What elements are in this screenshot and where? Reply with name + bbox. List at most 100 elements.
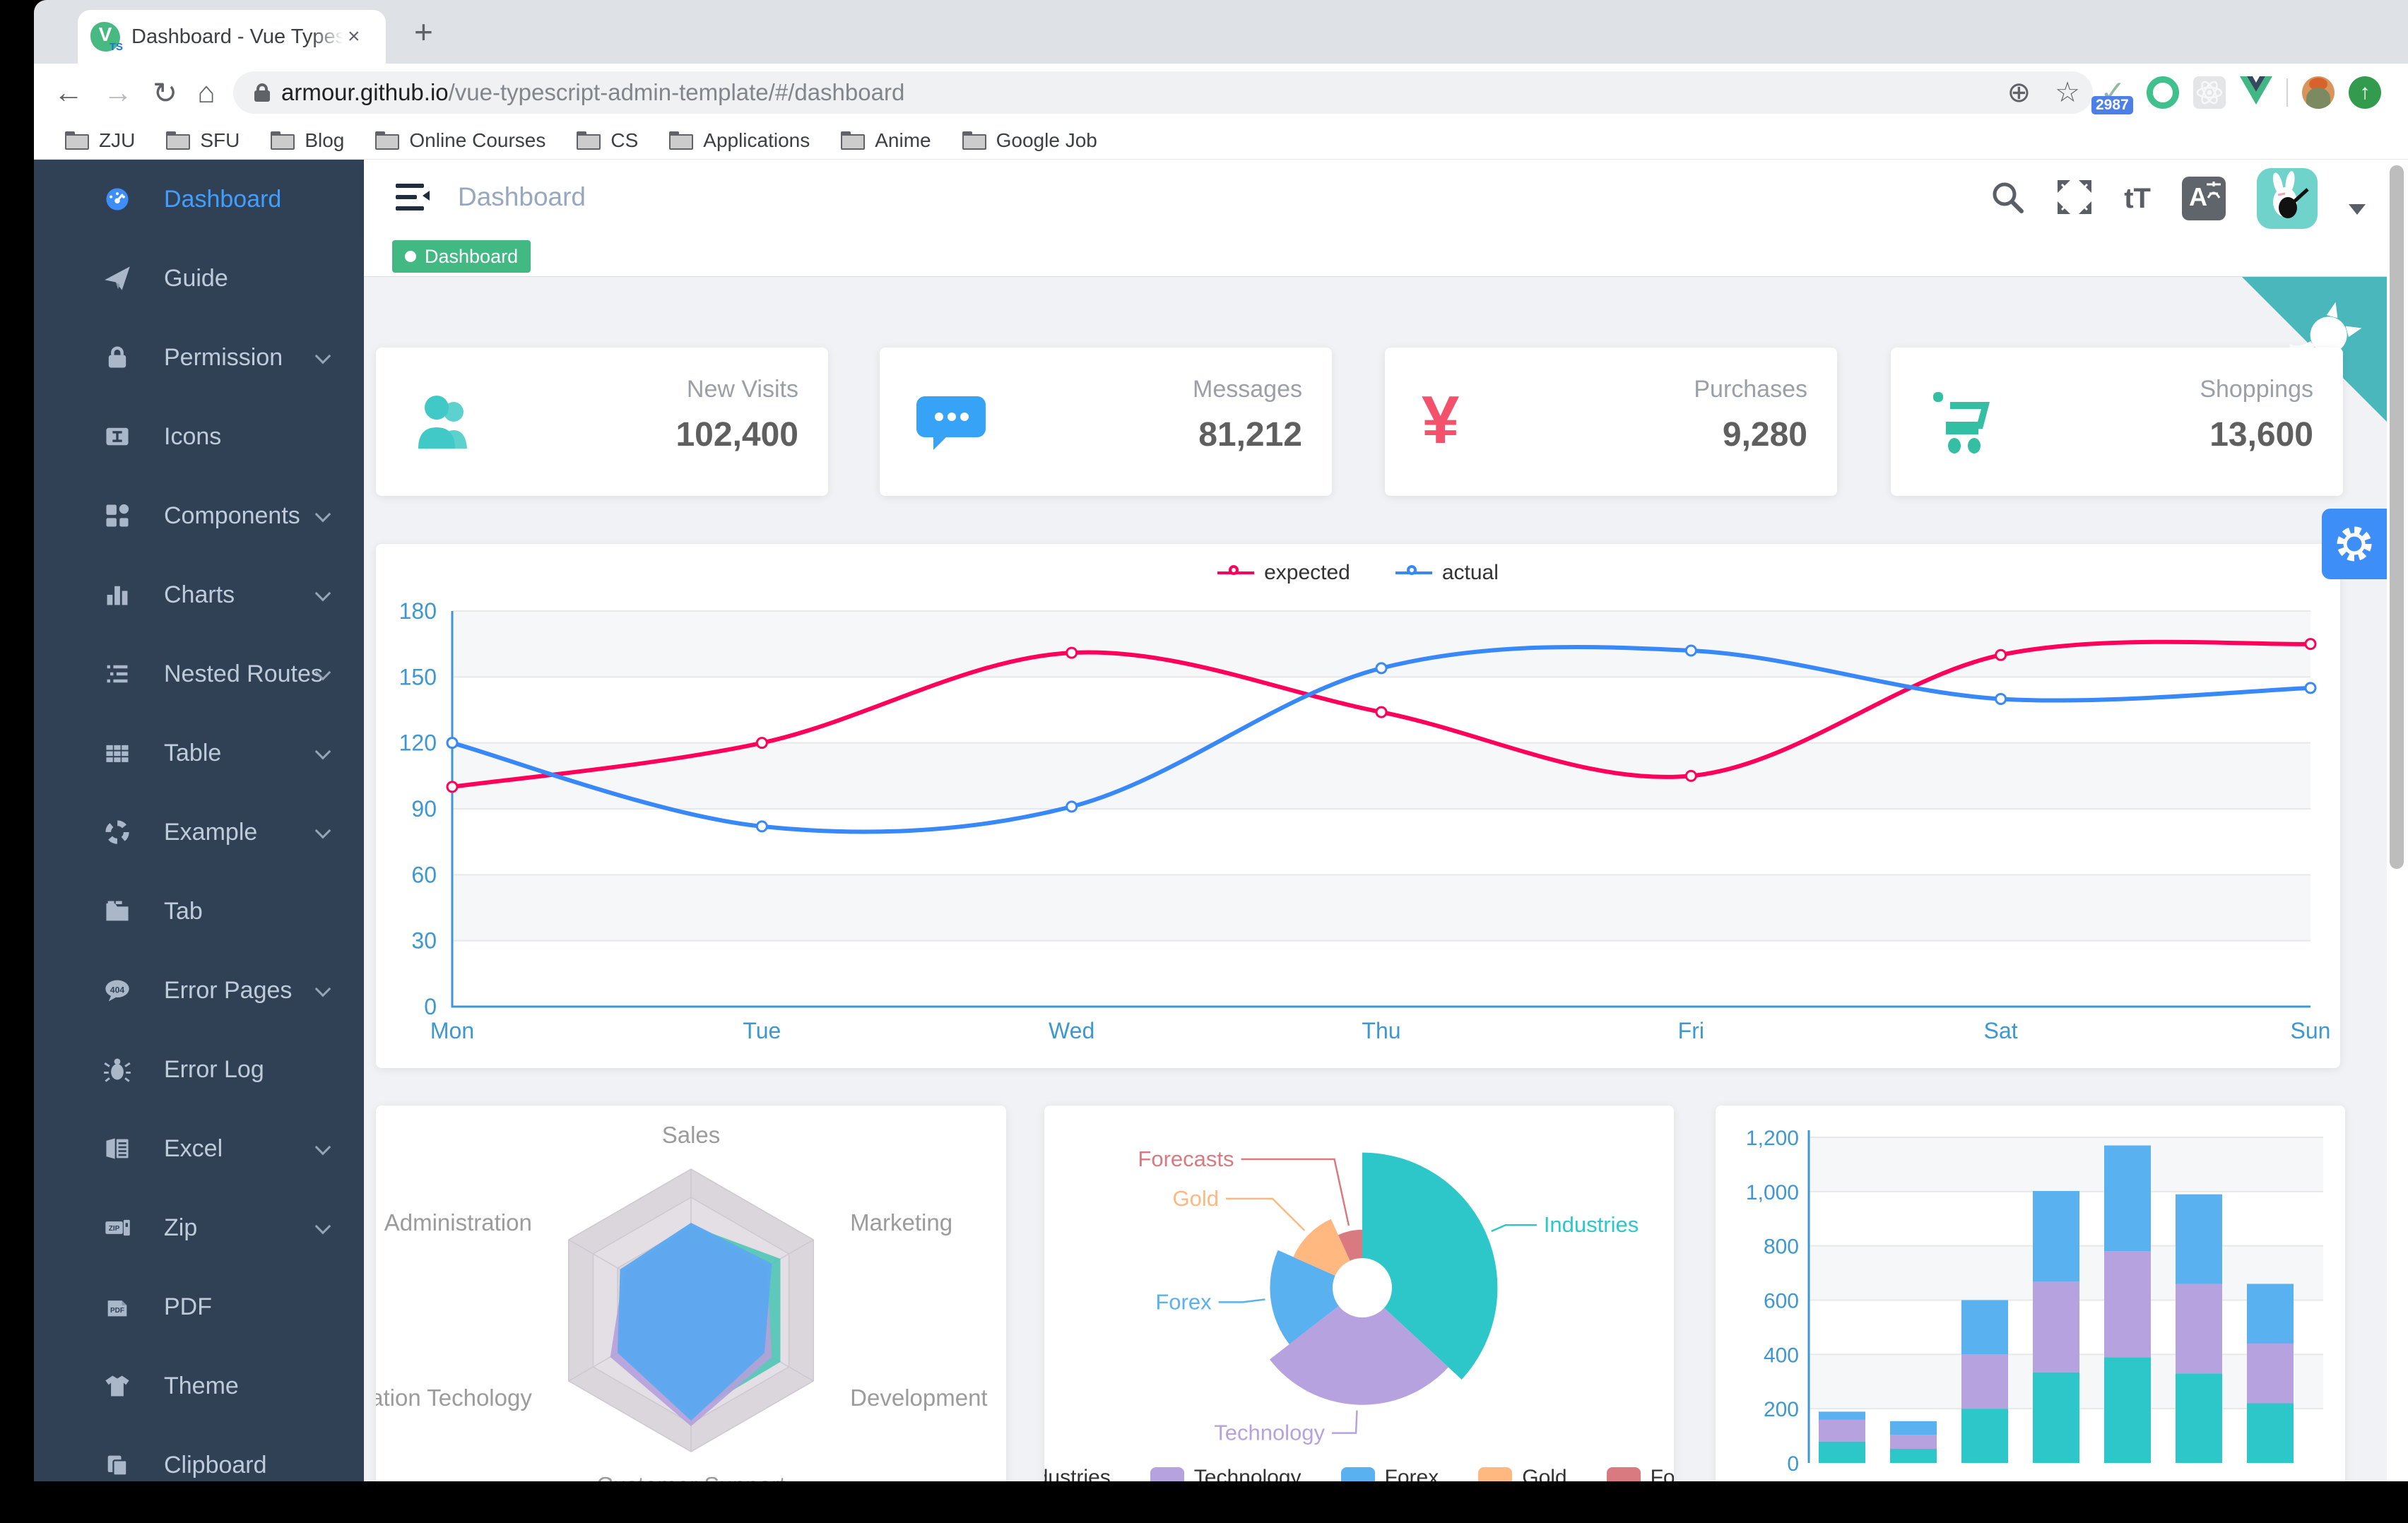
- profile-avatar[interactable]: [2302, 76, 2335, 109]
- pie-legend-item-gold[interactable]: Gold: [1478, 1466, 1567, 1481]
- sidebar-item-table[interactable]: Table: [34, 713, 364, 793]
- home-icon[interactable]: ⌂: [197, 76, 216, 109]
- user-avatar[interactable]: [2257, 168, 2318, 229]
- line-chart-card: expected actual 0 30 60 90 120 150 180 Mon Tue We…: [376, 544, 2340, 1068]
- svg-text:90: 90: [411, 796, 437, 822]
- sidebar-item-pdf[interactable]: PDF PDF: [34, 1267, 364, 1346]
- bookmark-folder[interactable]: Google Job: [962, 129, 1097, 152]
- fullscreen-icon[interactable]: [2056, 179, 2093, 219]
- font-size-icon[interactable]: tT: [2124, 182, 2151, 214]
- bookmark-folder[interactable]: Online Courses: [375, 129, 545, 152]
- bookmark-folder[interactable]: Applications: [669, 129, 810, 152]
- pie-legend-item-technology[interactable]: Technology: [1150, 1466, 1302, 1481]
- sidebar-item-components[interactable]: Components: [34, 476, 364, 555]
- sidebar-item-charts[interactable]: Charts: [34, 555, 364, 634]
- svg-text:30: 30: [411, 928, 437, 954]
- sidebar-item-tab[interactable]: Tab: [34, 872, 364, 951]
- sidebar-item-icons[interactable]: Icons: [34, 397, 364, 476]
- bookmark-folder[interactable]: SFU: [166, 129, 240, 152]
- stacked-bar-chart[interactable]: 0 200 400 600 800 1,000 1,200: [1716, 1106, 2345, 1481]
- tab-title: Dashboard - Vue Typescript Ad: [131, 25, 343, 48]
- url-text: armour.github.io/vue-typescript-admin-te…: [281, 79, 905, 105]
- pie-legend-item-forex[interactable]: Forex: [1340, 1466, 1439, 1481]
- nested-list-icon: [103, 660, 131, 688]
- react-extension-icon[interactable]: [2193, 76, 2226, 109]
- stat-title: Messages: [1193, 376, 1302, 403]
- sidebar-item-dashboard[interactable]: Dashboard: [34, 160, 364, 239]
- stat-card-new-visits[interactable]: New Visits 102,400: [376, 348, 828, 496]
- svg-text:PDF: PDF: [110, 1307, 124, 1315]
- pie-chart-legend[interactable]: Industries Technology Forex Gold Forecasts: [1044, 1466, 1674, 1481]
- browser-tab[interactable]: VTS Dashboard - Vue Typescript Ad ×: [78, 10, 386, 64]
- sidebar-item-zip[interactable]: ZIP Zip: [34, 1188, 364, 1267]
- sidebar-item-error-pages[interactable]: 404 Error Pages: [34, 951, 364, 1030]
- sidebar-item-guide[interactable]: Guide: [34, 239, 364, 318]
- stat-card-messages[interactable]: Messages 81,212: [880, 348, 1332, 496]
- pie-legend-item-forecasts[interactable]: Forecasts: [1606, 1466, 1674, 1481]
- folder-icon: [375, 131, 400, 150]
- vue-extension-icon[interactable]: [2240, 76, 2272, 109]
- sidebar-item-permission[interactable]: Permission: [34, 318, 364, 397]
- folder-icon: [577, 131, 601, 150]
- active-tag[interactable]: Dashboard: [392, 240, 531, 273]
- sidebar-item-clipboard[interactable]: Clipboard: [34, 1426, 364, 1481]
- scrollbar-track[interactable]: [2387, 160, 2408, 1481]
- svg-text:Tue: Tue: [743, 1018, 781, 1043]
- svg-text:1,200: 1,200: [1746, 1127, 1799, 1150]
- sidebar-item-error-log[interactable]: Error Log: [34, 1030, 364, 1109]
- legend-item-expected[interactable]: expected: [1217, 561, 1350, 585]
- address-bar[interactable]: armour.github.io/vue-typescript-admin-te…: [233, 71, 2093, 114]
- chevron-down-icon[interactable]: [2349, 203, 2366, 215]
- tag-dot-icon: [405, 251, 416, 262]
- folder-icon: [271, 131, 295, 150]
- line-chart[interactable]: 0 30 60 90 120 150 180 Mon Tue Wed Thu Fri Sat Sun: [376, 544, 2340, 1068]
- sidebar-item-label: Components: [164, 502, 300, 529]
- pie-chart[interactable]: Industries Technology Forex Gold Forecasts: [1044, 1106, 1674, 1481]
- lock-icon: [254, 83, 270, 102]
- stat-card-purchases[interactable]: ¥ Purchases 9,280: [1385, 348, 1837, 496]
- scrollbar-thumb[interactable]: [2390, 165, 2404, 869]
- settings-gear-button[interactable]: [2322, 509, 2387, 579]
- svg-text:0: 0: [1787, 1452, 1799, 1476]
- update-icon[interactable]: ↑: [2349, 76, 2381, 109]
- close-tab-icon[interactable]: ×: [348, 25, 360, 48]
- folder-icon: [65, 131, 89, 150]
- extension-ring-icon[interactable]: [2147, 76, 2179, 109]
- translate-icon[interactable]: A: [2182, 177, 2226, 220]
- forward-icon[interactable]: →: [103, 76, 133, 109]
- hamburger-icon[interactable]: [396, 182, 430, 213]
- pie-legend-item-industries[interactable]: Industries: [1044, 1466, 1111, 1481]
- bookmark-folder[interactable]: Blog: [271, 129, 344, 152]
- lock-icon: [103, 343, 131, 372]
- bookmark-star-icon[interactable]: ☆: [2055, 77, 2080, 108]
- sidebar-item-label: Table: [164, 739, 222, 766]
- svg-text:Sales: Sales: [662, 1122, 721, 1148]
- search-icon[interactable]: [1990, 179, 2025, 218]
- bug-icon: [103, 1055, 131, 1084]
- svg-text:Thu: Thu: [1362, 1018, 1400, 1043]
- svg-text:400: 400: [1764, 1344, 1799, 1367]
- chevron-down-icon: [314, 980, 331, 997]
- sidebar-item-excel[interactable]: Excel: [34, 1109, 364, 1188]
- line-chart-legend[interactable]: expected actual: [376, 561, 2340, 585]
- sidebar-item-example[interactable]: Example: [34, 793, 364, 872]
- back-icon[interactable]: ←: [54, 76, 83, 109]
- gear-icon: [2337, 526, 2372, 562]
- svg-text:800: 800: [1764, 1235, 1799, 1259]
- folder-icon: [669, 131, 694, 150]
- svg-text:200: 200: [1764, 1398, 1799, 1421]
- sidebar-item-theme[interactable]: Theme: [34, 1346, 364, 1426]
- radar-chart-card: Sales Marketing Development Customer Suppor…: [376, 1106, 1006, 1481]
- pie-chart-card: Industries Technology Forex Gold Forecasts I…: [1044, 1106, 1674, 1481]
- bookmark-folder[interactable]: ZJU: [65, 129, 135, 152]
- bookmark-folder[interactable]: CS: [577, 129, 638, 152]
- sidebar-item-nested-routes[interactable]: Nested Routes: [34, 634, 364, 713]
- extension-check-icon[interactable]: ✓ 2987: [2091, 76, 2133, 114]
- legend-item-actual[interactable]: actual: [1395, 561, 1499, 585]
- radar-chart[interactable]: Sales Marketing Development Customer Suppor…: [376, 1106, 1006, 1481]
- bookmark-folder[interactable]: Anime: [841, 129, 931, 152]
- stat-card-shoppings[interactable]: Shoppings 13,600: [1891, 348, 2343, 496]
- zoom-install-icon[interactable]: ⊕: [2007, 77, 2031, 108]
- reload-icon[interactable]: ↻: [153, 76, 178, 109]
- new-tab-button[interactable]: +: [414, 13, 433, 50]
